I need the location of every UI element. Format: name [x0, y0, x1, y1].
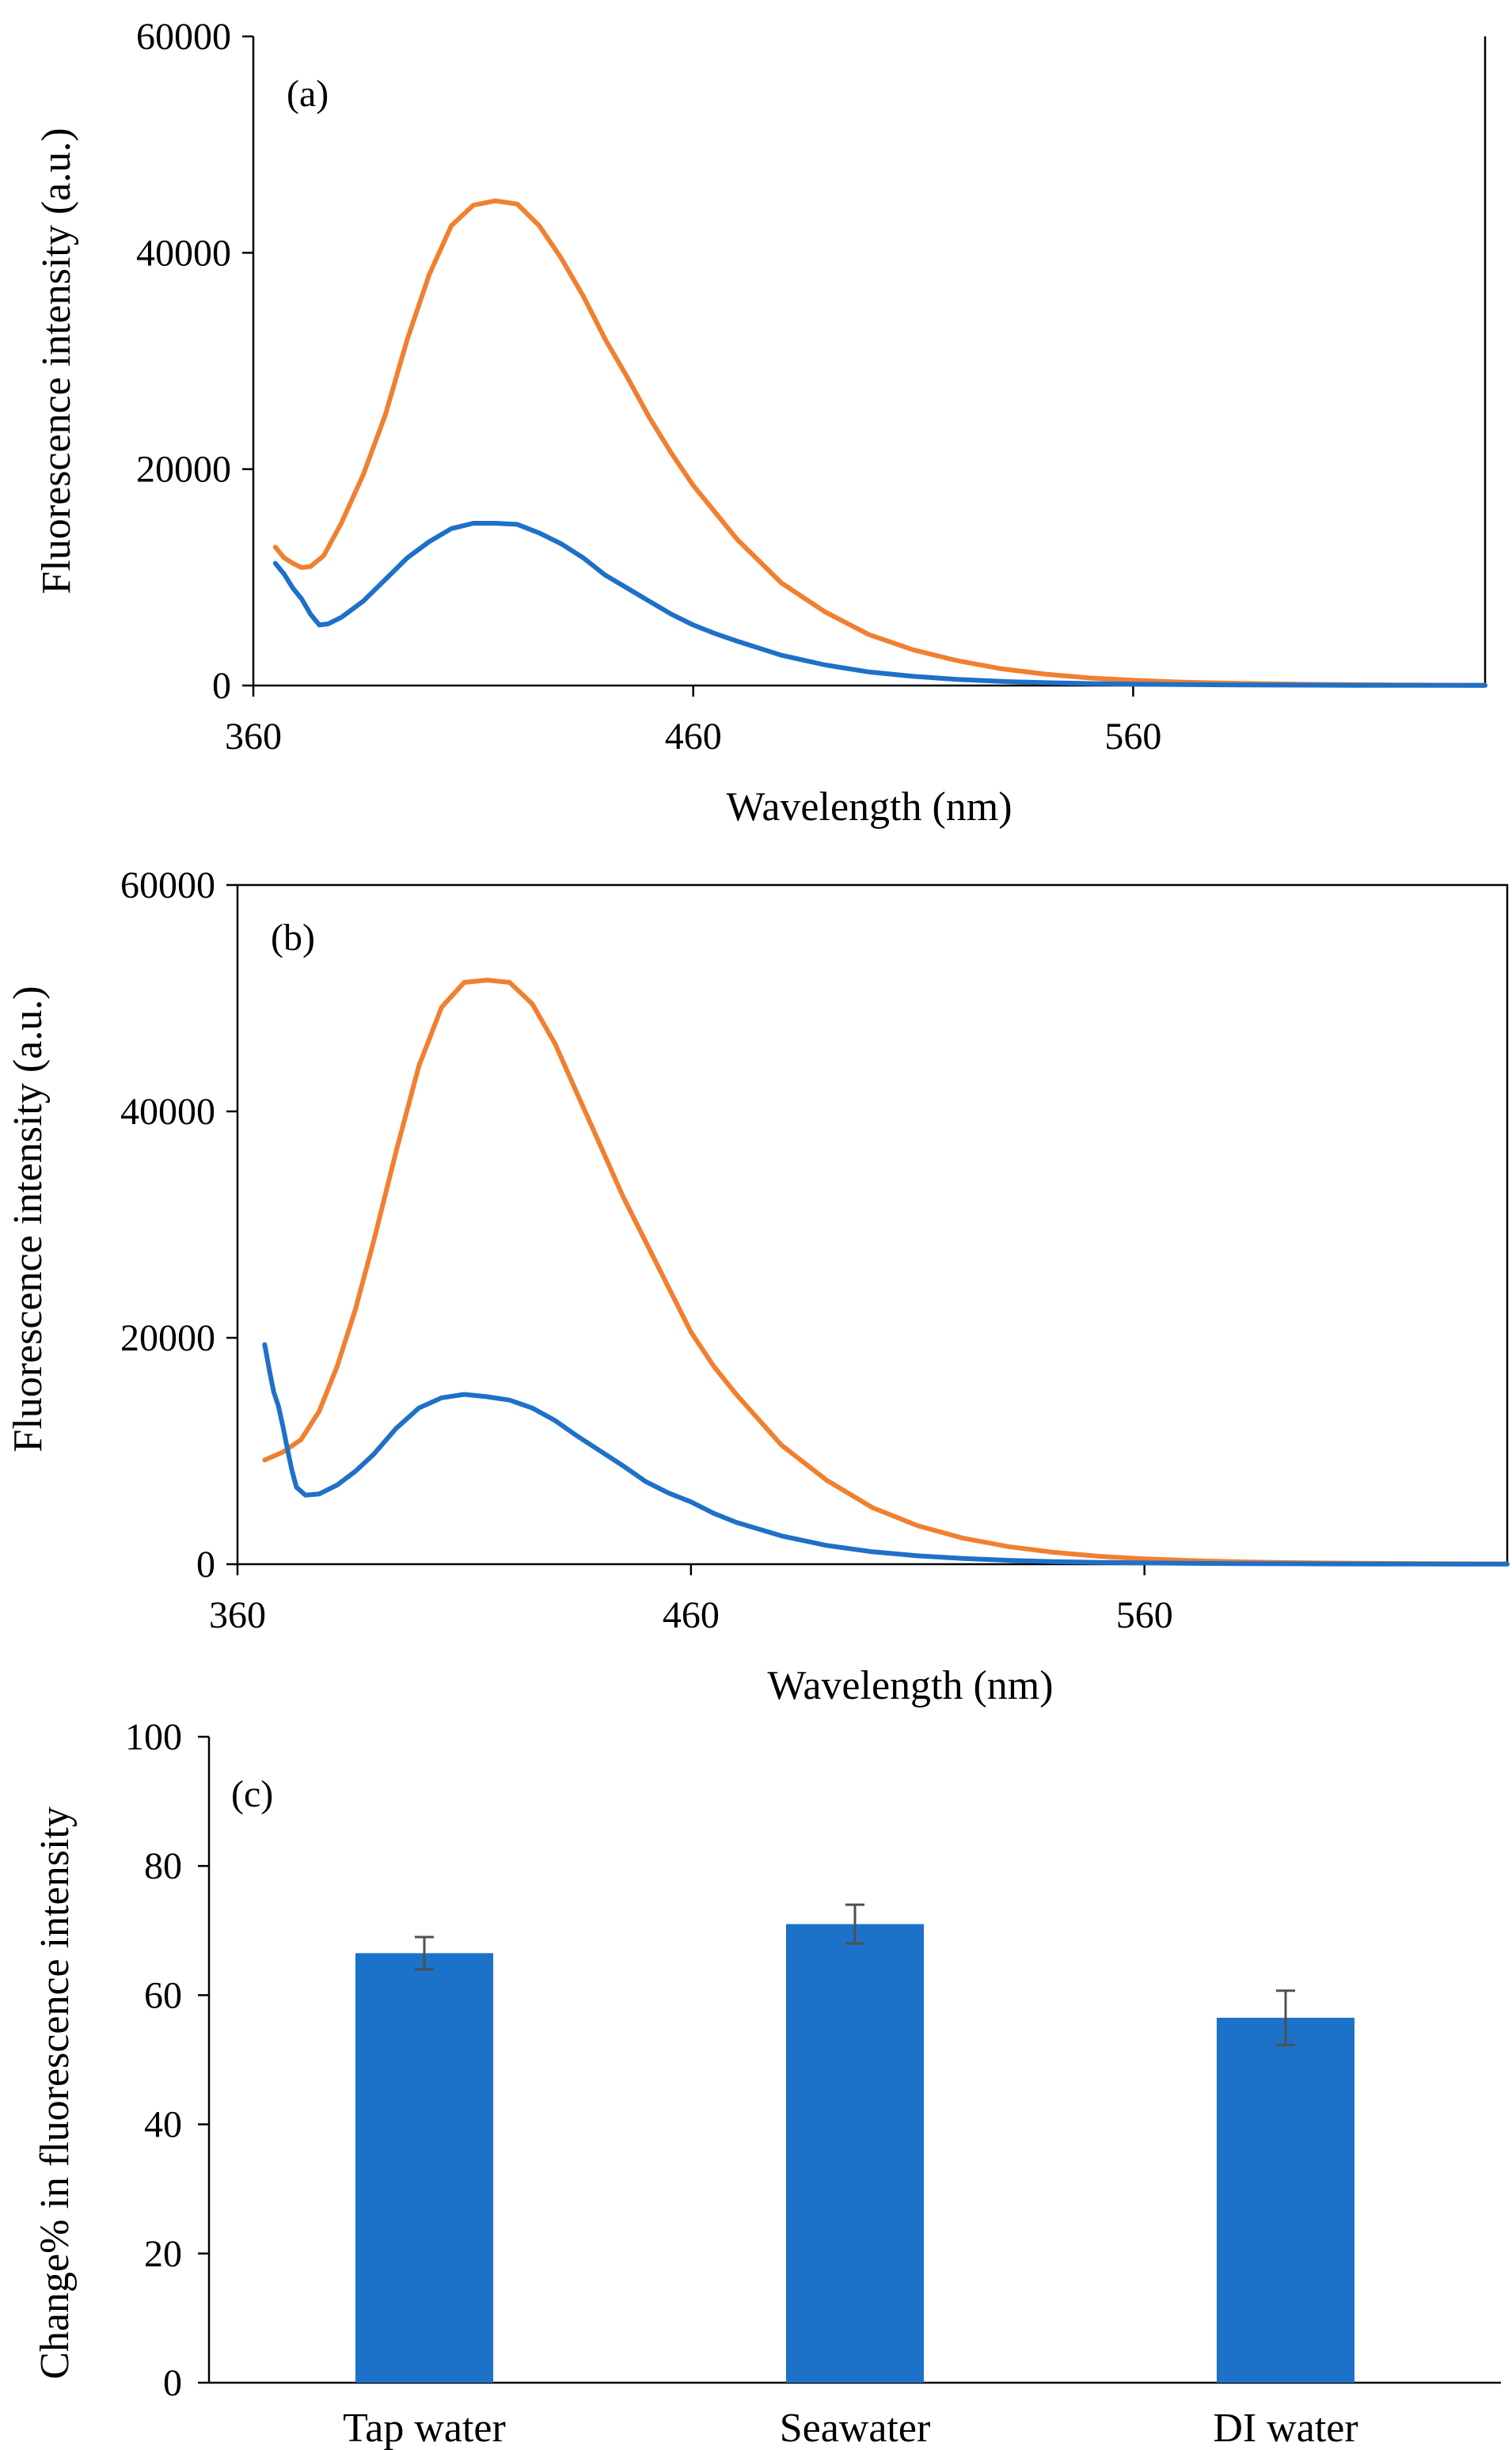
panel-c-y-tick-label: 40 — [144, 2104, 182, 2146]
panel-c-y-axis-title: Change% in fluorescence intensity — [32, 1806, 78, 2379]
panel-a-x-tick-label: 360 — [225, 716, 282, 758]
panel-a-series-blue-line — [272, 521, 1487, 688]
panel-c-bars — [355, 1924, 1355, 2383]
panel-b: 0 20000 40000 60000 360 460 560 (b) Wavelengt… — [6, 864, 1510, 1708]
panel-c-y-tick-label: 0 — [163, 2362, 182, 2404]
panel-a-y-tick-label: 60000 — [136, 16, 231, 58]
panel-a-x-tick-label: 560 — [1104, 716, 1161, 758]
panel-a-y-tick-label: 20000 — [136, 449, 231, 491]
panel-b-y-tick-label: 60000 — [120, 864, 215, 906]
panel-b-y-axis-title: Fluorescence intensity (a.u.) — [6, 986, 51, 1452]
panel-b-x-tick-label: 560 — [1116, 1594, 1173, 1636]
category-label: Seawater — [780, 2406, 931, 2450]
panel-b-y-ticks: 0 20000 40000 60000 — [120, 864, 237, 1586]
panel-b-series — [262, 978, 1510, 1567]
panel-a-label: (a) — [287, 73, 329, 115]
panel-b-x-tick-label: 460 — [663, 1594, 720, 1636]
panel-c: 0 20 40 60 80 100 Tap water Seawater DI water (… — [32, 1716, 1501, 2450]
panel-c-label: (c) — [231, 1773, 273, 1815]
panel-a-y-tick-label: 0 — [212, 665, 231, 707]
panel-a-y-axis-title: Fluorescence intensity (a.u.) — [34, 127, 79, 594]
panel-b-y-tick-label: 0 — [196, 1544, 215, 1586]
panel-a-x-axis-title: Wavelength (nm) — [726, 784, 1012, 830]
panel-b-y-tick-label: 20000 — [120, 1317, 215, 1359]
bar-seawater — [785, 1924, 925, 2383]
panel-c-y-ticks: 0 20 40 60 80 100 — [125, 1716, 209, 2404]
panel-a-y-ticks: 0 20000 40000 60000 — [136, 16, 253, 707]
panel-a-y-tick-label: 40000 — [136, 232, 231, 274]
panel-b-label: (b) — [271, 917, 315, 959]
panel-a: 0 20000 40000 60000 360 460 560 (a) Wavelengt… — [34, 16, 1487, 830]
panel-c-category-labels: Tap water Seawater DI water — [343, 2406, 1358, 2450]
panel-b-x-ticks: 360 460 560 — [209, 1564, 1173, 1636]
panel-b-x-axis-title: Wavelength (nm) — [767, 1663, 1053, 1708]
panel-b-series-blue-line — [262, 1342, 1510, 1567]
bar-di-water — [1216, 2017, 1355, 2383]
category-label: DI water — [1213, 2406, 1358, 2450]
panel-b-plot-border — [236, 883, 1509, 1566]
panel-a-x-ticks: 360 460 560 — [225, 686, 1161, 758]
panel-c-y-tick-label: 60 — [144, 1974, 182, 2016]
panel-a-x-tick-label: 460 — [665, 716, 722, 758]
category-label: Tap water — [343, 2406, 506, 2450]
panel-a-series-orange-line — [272, 198, 1487, 688]
panel-c-y-tick-label: 80 — [144, 1845, 182, 1887]
panel-a-series — [272, 198, 1487, 688]
panel-c-y-tick-label: 100 — [125, 1716, 182, 1758]
panel-c-error-bars — [415, 1903, 1295, 2046]
panel-c-y-tick-label: 20 — [144, 2233, 182, 2275]
bar-tap-water — [355, 1953, 494, 2383]
panel-b-y-tick-label: 40000 — [120, 1091, 215, 1133]
panel-b-x-tick-label: 360 — [209, 1594, 266, 1636]
